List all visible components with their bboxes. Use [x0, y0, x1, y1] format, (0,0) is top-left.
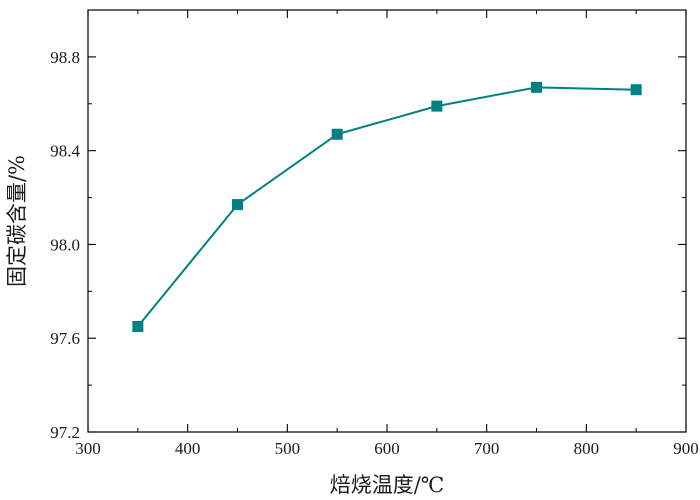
axis-tick-labels: 300 400 500 600 700 800 900 97.2 97.6 98.0 98.4 98.…: [50, 48, 699, 458]
series-line: [137, 86, 637, 328]
data-point-marker: [331, 128, 343, 140]
x-tick-label: 900: [673, 439, 699, 458]
axis-ticks: [87, 10, 687, 433]
x-tick-label: 500: [275, 439, 301, 458]
x-axis-title: 焙烧温度/℃: [330, 473, 445, 497]
y-axis-title: 固定碳含量/%: [5, 155, 29, 287]
data-point-marker: [132, 321, 144, 332]
y-tick-label: 98.4: [50, 142, 80, 161]
x-tick-label: 400: [175, 439, 201, 458]
plot-frame: [87, 9, 687, 433]
x-tick-label: 600: [374, 439, 400, 458]
x-tick-label: 800: [574, 439, 600, 458]
data-point-marker: [232, 199, 243, 211]
data-point-marker: [431, 100, 443, 112]
x-tick-label: 700: [474, 439, 500, 458]
data-point-marker: [531, 81, 542, 93]
y-tick-label: 97.6: [50, 329, 80, 348]
y-tick-label: 98.0: [50, 235, 80, 254]
x-tick-label: 300: [75, 439, 101, 458]
y-tick-label: 97.2: [50, 423, 80, 442]
data-point-marker: [630, 84, 642, 96]
data-series: [132, 81, 642, 332]
y-tick-label: 98.8: [50, 48, 80, 67]
